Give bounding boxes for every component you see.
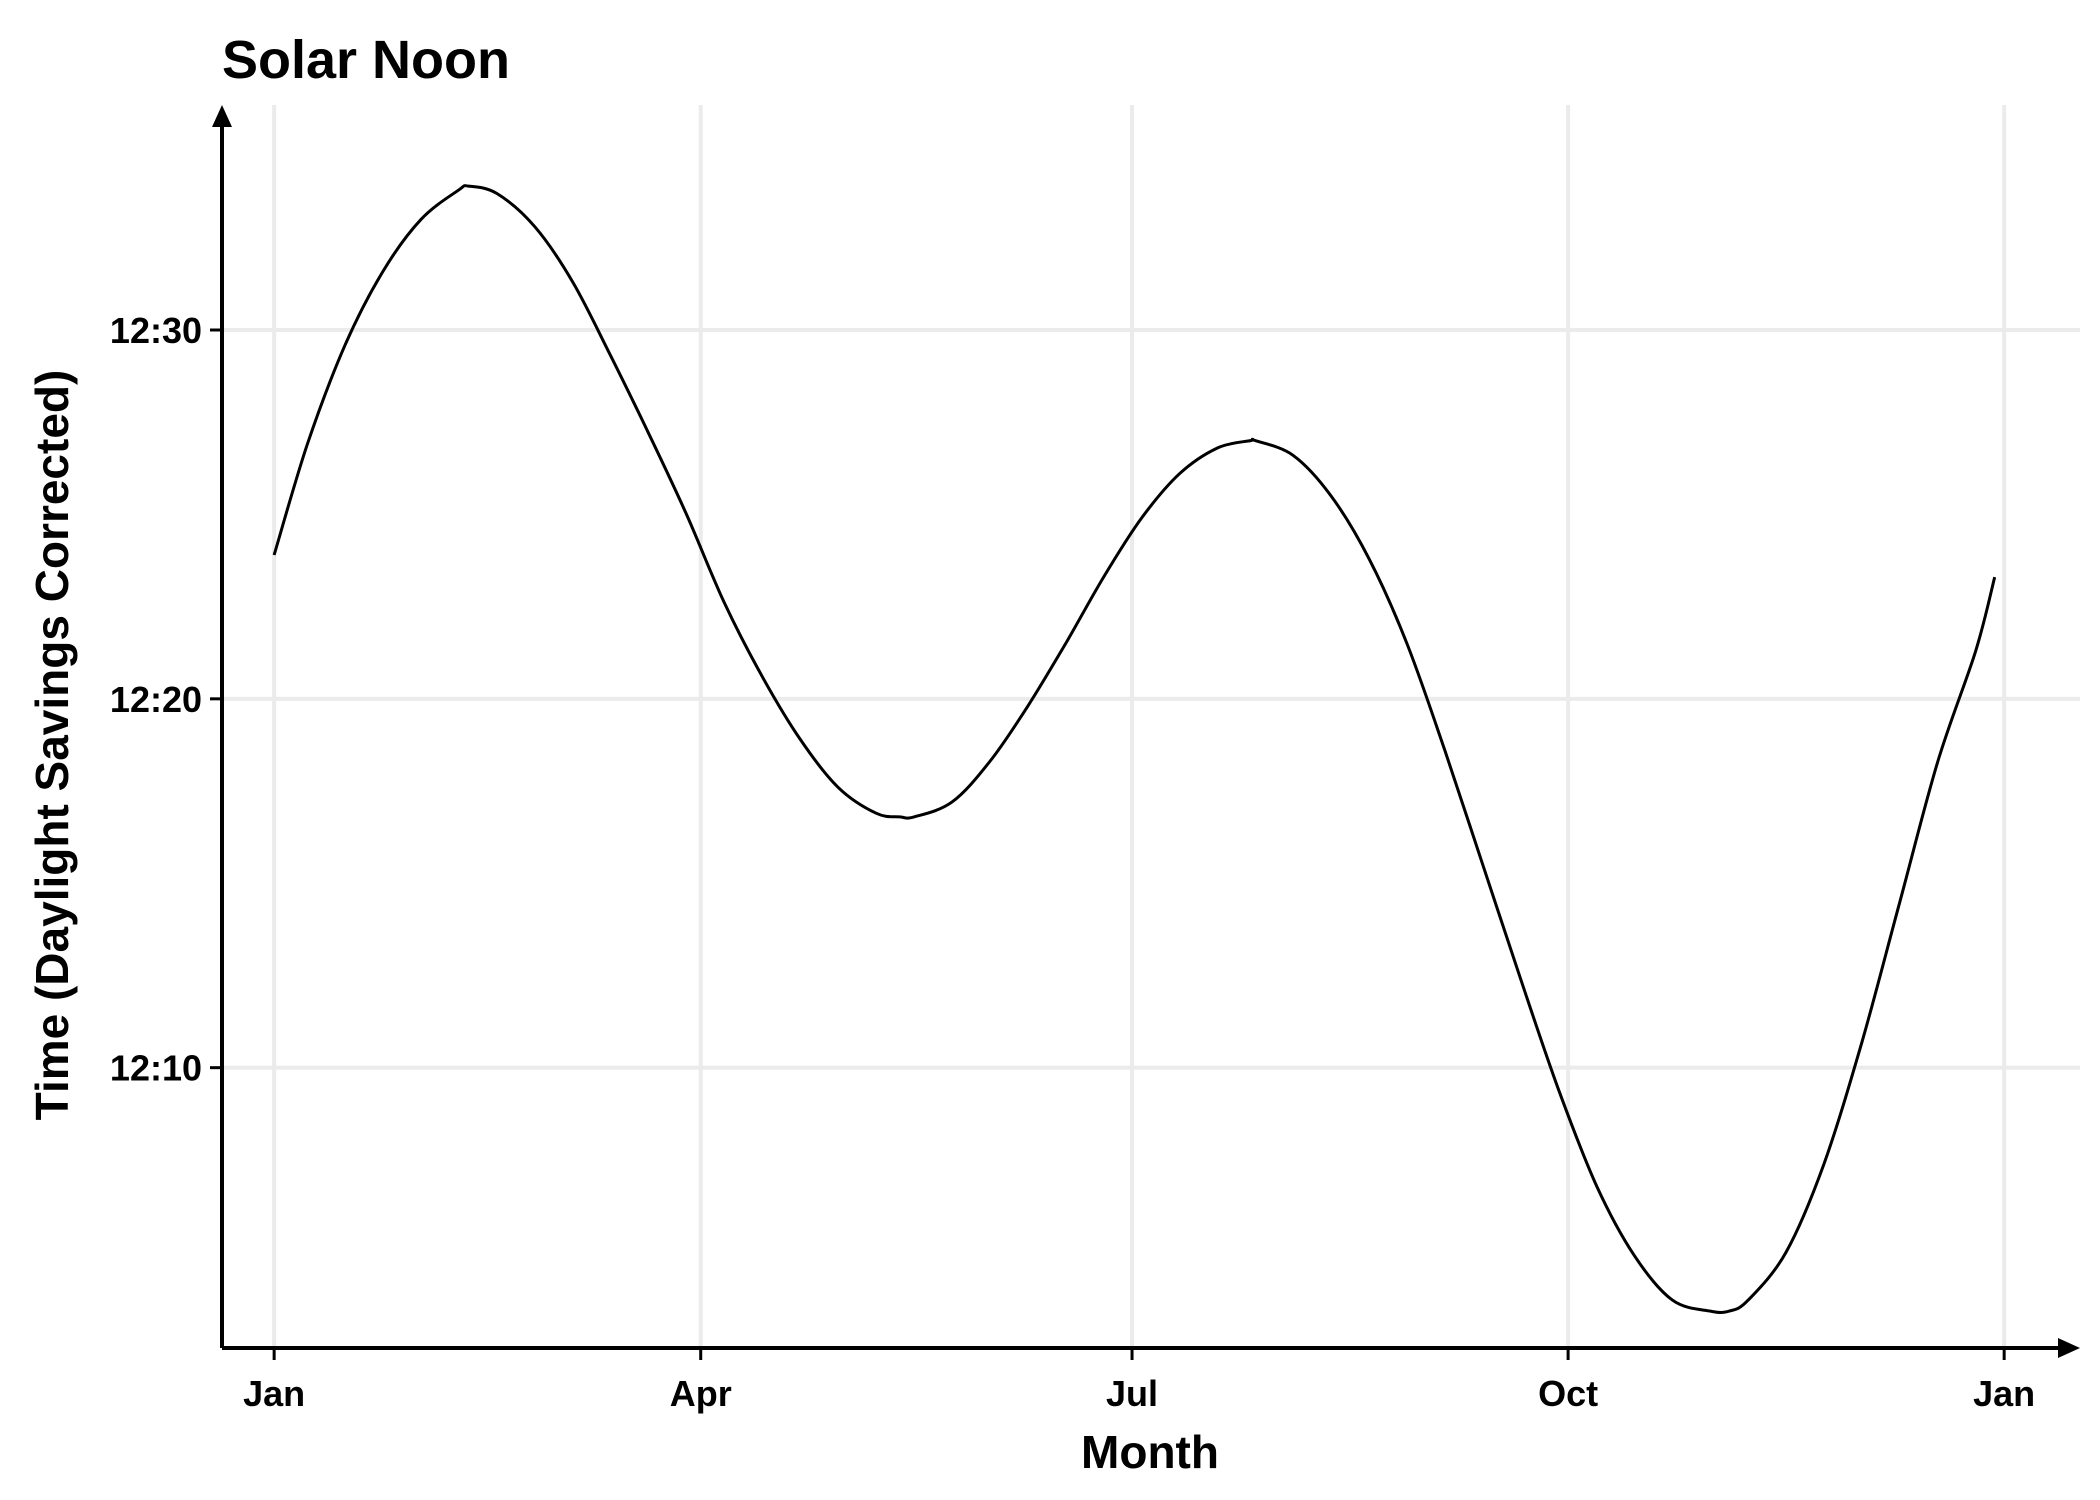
x-axis-ticks: Jan Apr Jul Oct Jan <box>243 1348 2035 1414</box>
axes <box>212 105 2080 1358</box>
x-tick-label: Oct <box>1538 1373 1598 1414</box>
y-axis-title: Time (Daylight Savings Corrected) <box>26 370 78 1121</box>
y-tick-label: 12:20 <box>110 679 202 720</box>
x-tick-label: Jul <box>1106 1373 1158 1414</box>
y-axis-arrow <box>212 105 232 127</box>
y-tick-label: 12:30 <box>110 310 202 351</box>
x-tick-label: Jan <box>1973 1373 2035 1414</box>
x-axis-title: Month <box>1081 1426 1219 1478</box>
grid <box>222 105 2080 1348</box>
chart-title: Solar Noon <box>222 30 510 90</box>
y-tick-label: 12:10 <box>110 1048 202 1089</box>
x-tick-label: Jan <box>243 1373 305 1414</box>
y-axis-ticks: 12:10 12:20 12:30 <box>110 310 222 1089</box>
solar-noon-line <box>272 184 1997 1315</box>
x-axis-arrow <box>2058 1338 2080 1358</box>
x-tick-label: Apr <box>670 1373 732 1414</box>
